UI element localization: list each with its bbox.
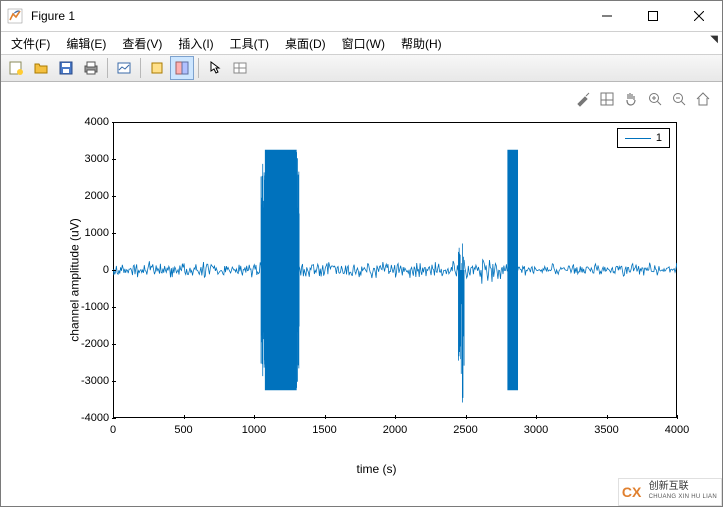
rotate-button[interactable] <box>145 56 169 80</box>
watermark-text: 创新互联 CHUANG XIN HU LIAN <box>645 480 721 504</box>
plot-tools <box>574 90 712 108</box>
insert-button[interactable] <box>228 56 252 80</box>
legend-label: 1 <box>656 132 662 144</box>
menu-overflow-icon[interactable]: ◥ <box>710 34 718 45</box>
menu-help[interactable]: 帮助(H) <box>393 33 450 54</box>
menu-window[interactable]: 窗口(W) <box>334 33 393 54</box>
zoomin-icon[interactable] <box>646 90 664 108</box>
x-tick-label: 0 <box>110 424 116 436</box>
x-tick-label: 1500 <box>312 424 336 436</box>
datatip-button[interactable] <box>170 56 194 80</box>
y-tick-label: 4000 <box>81 116 109 128</box>
toolbar-sep <box>198 58 199 78</box>
save-button[interactable] <box>54 56 78 80</box>
y-tick-label: -3000 <box>81 375 109 387</box>
x-tick-label: 2500 <box>453 424 477 436</box>
new-figure-button[interactable] <box>4 56 28 80</box>
legend[interactable]: 1 <box>617 128 670 148</box>
pan-icon[interactable] <box>622 90 640 108</box>
x-tick-label: 500 <box>174 424 192 436</box>
y-tick-label: -1000 <box>81 301 109 313</box>
zoomout-icon[interactable] <box>670 90 688 108</box>
watermark-logo: CX <box>619 479 645 505</box>
maximize-button[interactable] <box>630 1 676 31</box>
x-axis-label: time (s) <box>357 462 397 476</box>
window-controls <box>584 1 722 31</box>
x-tick-label: 2000 <box>383 424 407 436</box>
toolbar-sep <box>107 58 108 78</box>
axes[interactable]: channel amplitude (uV) time (s) 1 400030… <box>61 112 692 448</box>
figure-window: Figure 1 文件(F) 编辑(E) 查看(V) 插入(I) 工具(T) 桌… <box>0 0 723 507</box>
x-tick-label: 4000 <box>665 424 689 436</box>
explore-icon[interactable] <box>598 90 616 108</box>
menu-file[interactable]: 文件(F) <box>3 33 58 54</box>
figure-area: channel amplitude (uV) time (s) 1 4000 30… <box>1 82 722 506</box>
y-tick-label: -2000 <box>81 338 109 350</box>
menu-tools[interactable]: 工具(T) <box>222 33 277 54</box>
y-tick-label: 0 <box>81 264 109 276</box>
y-tick-label: -4000 <box>81 412 109 424</box>
arrow-button[interactable] <box>203 56 227 80</box>
watermark: CX 创新互联 CHUANG XIN HU LIAN <box>618 478 722 506</box>
toolbar <box>1 55 722 82</box>
x-tick-label: 3500 <box>594 424 618 436</box>
open-button[interactable] <box>29 56 53 80</box>
y-tick-label: 2000 <box>81 190 109 202</box>
menu-insert[interactable]: 插入(I) <box>170 33 221 54</box>
link-button[interactable] <box>112 56 136 80</box>
home-icon[interactable] <box>694 90 712 108</box>
print-button[interactable] <box>79 56 103 80</box>
menu-desktop[interactable]: 桌面(D) <box>277 33 334 54</box>
x-tick-label: 1000 <box>242 424 266 436</box>
toolbar-sep <box>140 58 141 78</box>
legend-line-icon <box>625 138 651 139</box>
x-tick-label: 3000 <box>524 424 548 436</box>
line-plot <box>113 122 677 418</box>
minimize-button[interactable] <box>584 1 630 31</box>
brush-icon[interactable] <box>574 90 592 108</box>
y-tick-label: 1000 <box>81 227 109 239</box>
y-axis-label: channel amplitude (uV) <box>68 218 82 341</box>
window-title: Figure 1 <box>29 9 584 23</box>
menubar: 文件(F) 编辑(E) 查看(V) 插入(I) 工具(T) 桌面(D) 窗口(W… <box>1 32 722 55</box>
y-tick-label: 3000 <box>81 153 109 165</box>
titlebar: Figure 1 <box>1 1 722 32</box>
matlab-icon <box>7 8 23 24</box>
menu-view[interactable]: 查看(V) <box>114 33 170 54</box>
close-button[interactable] <box>676 1 722 31</box>
menu-edit[interactable]: 编辑(E) <box>58 33 114 54</box>
